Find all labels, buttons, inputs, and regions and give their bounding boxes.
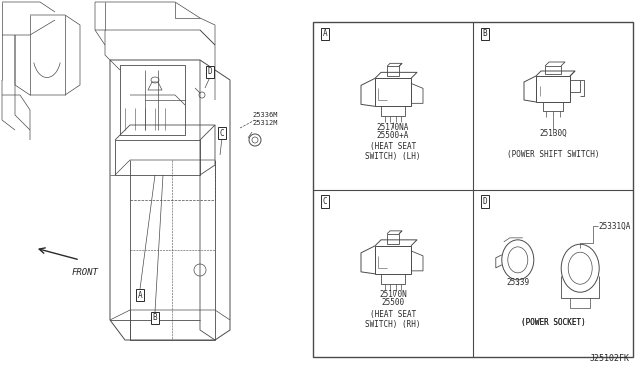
- Bar: [536, 76, 570, 102]
- Text: (HEAT SEAT: (HEAT SEAT: [370, 310, 416, 319]
- Text: 25500+A: 25500+A: [377, 131, 409, 140]
- Text: SWITCH) (RH): SWITCH) (RH): [365, 320, 420, 329]
- Text: A: A: [323, 29, 327, 38]
- Text: 25500: 25500: [381, 298, 404, 307]
- Bar: [313, 22, 633, 357]
- Text: (POWER SOCKET): (POWER SOCKET): [520, 318, 586, 327]
- Text: 25170NA: 25170NA: [377, 122, 409, 131]
- Ellipse shape: [561, 244, 599, 292]
- Text: 25336M: 25336M: [252, 112, 278, 118]
- Text: J25102FK: J25102FK: [590, 354, 630, 363]
- Bar: [375, 78, 411, 106]
- Bar: [387, 234, 399, 244]
- Ellipse shape: [502, 240, 534, 280]
- Text: D: D: [483, 197, 487, 206]
- Text: (HEAT SEAT: (HEAT SEAT: [370, 142, 416, 151]
- Ellipse shape: [568, 252, 592, 284]
- Text: C: C: [220, 128, 224, 138]
- Text: B: B: [483, 29, 487, 38]
- Text: SWITCH) (LH): SWITCH) (LH): [365, 153, 420, 161]
- Text: (POWER SOCKET): (POWER SOCKET): [520, 318, 586, 327]
- Text: 25339: 25339: [506, 278, 529, 287]
- Text: A: A: [138, 291, 142, 299]
- Text: 25170N: 25170N: [379, 290, 407, 299]
- Text: B: B: [153, 314, 157, 323]
- Text: 25130Q: 25130Q: [539, 128, 567, 138]
- Bar: [387, 66, 399, 76]
- Text: D: D: [208, 67, 212, 77]
- Text: 25312M: 25312M: [252, 120, 278, 126]
- Bar: [375, 246, 411, 274]
- Text: 25331QA: 25331QA: [598, 222, 630, 231]
- Bar: [545, 66, 561, 74]
- Text: C: C: [323, 197, 327, 206]
- Text: (POWER SHIFT SWITCH): (POWER SHIFT SWITCH): [507, 151, 599, 160]
- Ellipse shape: [508, 247, 528, 273]
- Text: FRONT: FRONT: [72, 268, 99, 277]
